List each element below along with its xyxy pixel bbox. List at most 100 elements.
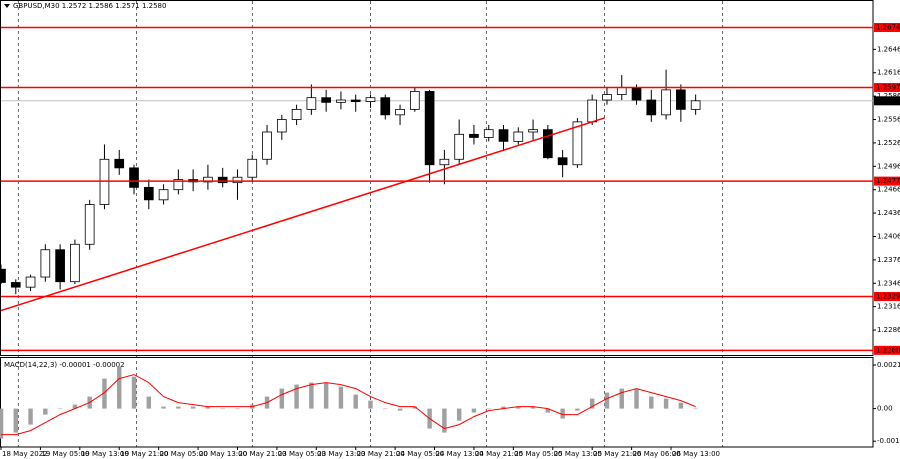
macd-bar [205,406,211,409]
level-box [874,23,900,33]
candle-body [439,158,450,166]
main-pane-frame [0,0,874,356]
candle-body [602,94,612,101]
candle-body [676,89,686,110]
candle-body [10,282,21,288]
candle-body [587,99,598,123]
candle-body [631,87,642,101]
candle-body [247,158,258,178]
candle-body [528,129,538,133]
macd-bar [678,402,684,409]
candle-body [158,189,169,201]
macd-bar [102,378,107,409]
macd-bar [0,408,4,439]
macd-bar [693,408,698,410]
current-price-label: 1.2580 [876,97,900,105]
candle-body [276,119,287,133]
y-tick-label: 1.2526 [877,139,900,147]
level-label: 1.2597 [876,84,900,92]
macd-bar [323,382,329,409]
x-tick-label: 25 May 21:00 [593,450,641,458]
y-tick-label: 0.00218 [877,361,900,369]
candle-body [114,158,125,169]
x-tick-label: 20 May 21:00 [238,450,286,458]
macd-bar [575,408,580,411]
macd-bar [294,384,299,409]
y-tick-label: 1.2556 [877,116,900,124]
macd-bar [397,408,403,411]
macd-bar [279,388,285,409]
candle-body [0,268,6,283]
x-tick-label: 26 May 13:00 [672,450,720,458]
x-tick-label: 23 May 21:00 [357,450,405,458]
level-box [874,345,900,355]
y-tick-label: 1.2376 [877,256,900,264]
level-label: 1.2329 [876,293,900,301]
candle-body [483,129,494,138]
macd-bar [634,388,639,409]
candle-body [40,249,51,278]
macd-bar [13,408,18,433]
candle-body [232,176,243,184]
macd-bar [545,408,551,413]
x-tick-label: 19 May 21:00 [120,450,168,458]
candle-body [572,121,583,166]
candle-body [513,131,524,142]
x-tick-label: 26 May 06:00 [633,450,681,458]
macd-bar [235,408,240,410]
candle-body [380,97,391,116]
candle-body [661,89,671,116]
candle-body [291,108,302,120]
x-tick-label: 23 May 05:00 [278,450,326,458]
macd-bar [220,408,225,410]
candle-body [646,99,657,116]
y-tick-label: 1.2286 [877,326,900,334]
y-tick-label: 1.2466 [877,186,900,194]
candle-body [454,133,465,160]
menu-arrow[interactable] [4,4,10,8]
macd-bar [530,406,536,409]
macd-bar [383,408,388,410]
macd-bar [471,408,477,413]
candle-body [70,243,80,283]
chart-title: GBPUSD,M30 1.2572 1.2586 1.2571 1.2580 [13,2,166,10]
macd-bar [663,398,669,409]
x-tick-label: 23 May 13:00 [317,450,365,458]
macd-bar [412,406,418,409]
x-tick-label: 20 May 13:00 [199,450,247,458]
macd-bar [190,406,196,409]
macd-bar [649,396,654,409]
x-tick-label: 25 May 05:00 [514,450,562,458]
y-tick-label: 1.2586 [877,92,900,100]
level-label: 1.2477 [876,177,900,185]
x-tick-label: 25 May 13:00 [554,450,602,458]
y-tick-label: 1.2496 [877,162,900,170]
x-tick-label: 24 May 21:00 [475,450,523,458]
candle-body [55,249,65,283]
macd-pane-frame [0,357,874,448]
macd-bar [560,408,565,419]
macd-bar [28,408,33,425]
candle-body [336,99,346,103]
macd-bar [57,408,63,410]
x-tick-label: 19 May 13:00 [81,450,129,458]
trendline [0,117,605,312]
macd-title: MACD(14,22,3) -0.00001 -0.00002 [4,361,125,369]
candle-body [99,158,110,205]
candle-body [321,97,331,103]
level-box [874,292,900,302]
candle-body [616,87,627,95]
candle-body [25,276,36,288]
y-tick-label: 1.2406 [877,232,900,240]
candle-body [84,204,95,245]
candle-body [498,129,509,142]
macd-bar [589,398,595,409]
y-tick-label: 1.2646 [877,45,900,53]
x-tick-label: 19 May 05:00 [41,450,89,458]
candle-body [557,157,568,166]
macd-bar [338,386,344,409]
x-tick-label: 24 May 05:00 [396,450,444,458]
candle-body [203,176,213,183]
macd-bar [309,382,314,409]
